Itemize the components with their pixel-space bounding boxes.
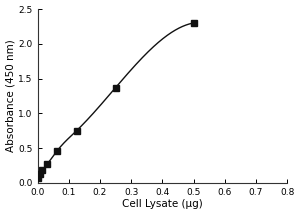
- Y-axis label: Absorbance (450 nm): Absorbance (450 nm): [6, 40, 16, 152]
- X-axis label: Cell Lysate (μg): Cell Lysate (μg): [122, 200, 203, 209]
